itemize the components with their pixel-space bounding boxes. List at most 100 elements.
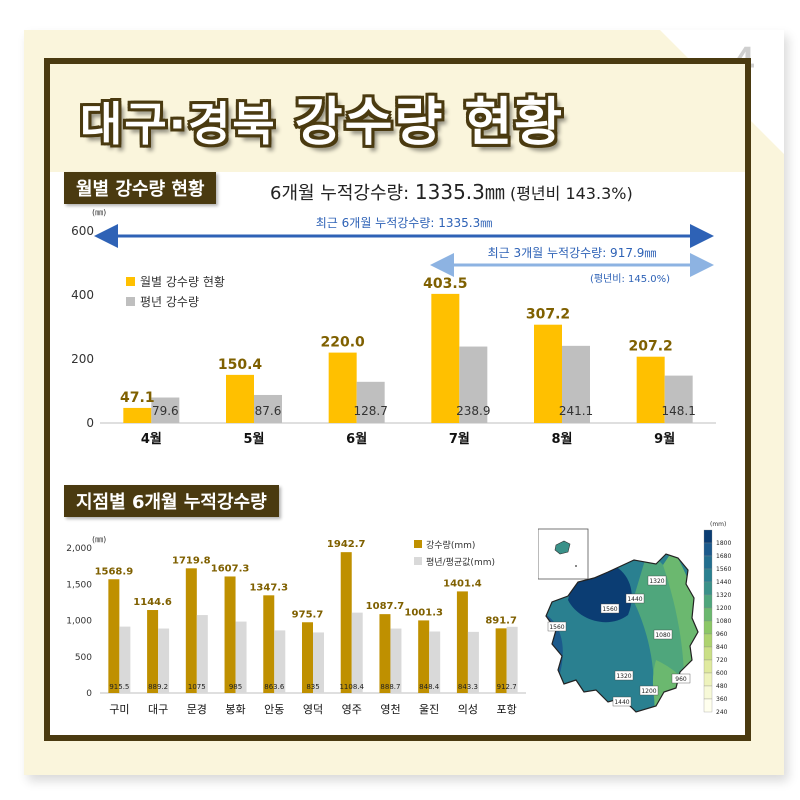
colorbar-label: 1680 (716, 553, 731, 560)
average-value-label: 1108.4 (339, 683, 364, 691)
monthly-value-label: 207.2 (629, 339, 673, 355)
legend-swatch-monthly (126, 277, 135, 286)
monthly-y-tick: 600 (71, 224, 94, 238)
legend-label-normal: 평년 강수량 (140, 295, 199, 309)
monthly-value-label: 220.0 (321, 335, 366, 351)
station-category-label: 안동 (264, 703, 284, 716)
contour-label-box (625, 593, 645, 604)
normal-bar (254, 394, 282, 423)
inset-box (538, 528, 589, 580)
average-value-label: 1075 (188, 683, 206, 691)
average-bar (196, 615, 208, 693)
station-bar (263, 595, 275, 693)
average-value-label: 915.5 (109, 683, 129, 691)
station-value-label: 1607.3 (211, 563, 250, 574)
legend-swatch-normal (126, 297, 135, 306)
monthly-category-label: 4월 (141, 431, 162, 447)
station-bar (495, 628, 507, 693)
contour-label-box (612, 696, 632, 707)
station-value-label: 1347.3 (249, 582, 288, 593)
normal-bar (562, 345, 590, 423)
station-value-label: 1087.7 (366, 601, 405, 612)
contour-label-box (614, 670, 634, 681)
monthly-bar (534, 324, 562, 423)
rainfall-map: 1320 1440 1560 1560 1080 1320 960 1200 1440 (mm)… (538, 521, 731, 716)
normal-value-label: 241.1 (559, 404, 593, 418)
contour-label: 1080 (655, 632, 670, 639)
colorbar-label: 240 (716, 709, 728, 716)
colorbar-label: 1440 (716, 579, 731, 586)
colorbar-label: 1560 (716, 566, 731, 573)
average-value-label: 889.2 (148, 683, 168, 691)
monthly-bar (328, 352, 357, 423)
monthly-category-label: 8월 (551, 431, 572, 447)
average-value-label: 912.7 (497, 683, 517, 691)
title-band (50, 64, 745, 172)
normal-bar (664, 375, 693, 423)
contour-label: 1320 (616, 673, 631, 680)
contour-label-box (639, 685, 659, 696)
station-category-label: 구미 (109, 703, 129, 716)
station-y-tick: 2,000 (66, 544, 92, 554)
contour-label-box (647, 575, 667, 586)
contour-label-box (653, 629, 673, 640)
normal-bar (151, 397, 180, 423)
three-month-ratio-label: (평년비: 145.0%) (590, 273, 670, 285)
monthly-value-label: 47.1 (120, 390, 155, 406)
colorbar-label: 600 (716, 670, 728, 677)
colorbar-swatch (703, 685, 713, 700)
station-value-label: 1401.4 (443, 578, 482, 589)
station-value-label: 1719.8 (172, 555, 211, 566)
page-title: 대구·경북 강수량 현황 (80, 80, 564, 155)
colorbar-swatch (703, 672, 713, 687)
station-category-label: 의성 (458, 703, 478, 716)
normal-value-label: 148.1 (661, 404, 695, 418)
cumulative-summary: 6개월 누적강수량: 1335.3㎜ (평년비 143.3%) (270, 176, 633, 205)
normal-value-label: 87.6 (255, 404, 282, 418)
title-part2: 강수량 현황 (294, 93, 565, 153)
monthly-category-label: 5월 (243, 431, 264, 447)
six-month-arrow-label: 최근 6개월 누적강수량: 1335.3㎜ (316, 216, 492, 230)
colorbar-swatch (703, 698, 713, 713)
monthly-y-tick: 0 (86, 416, 94, 430)
station-y-tick: 1,500 (66, 580, 92, 590)
colorbar-label: 1200 (716, 605, 731, 612)
cumulative-prefix: 6개월 누적강수량: (270, 183, 415, 204)
station-unit-label: (㎜) (92, 535, 106, 544)
station-value-label: 1568.9 (95, 566, 134, 577)
colorbar-swatch (703, 607, 713, 622)
average-bar (429, 631, 441, 693)
inset-islet (575, 565, 577, 567)
map-outline (545, 553, 699, 713)
colorbar-unit: (mm) (710, 521, 726, 528)
station-y-tick: 500 (75, 653, 92, 663)
three-month-arrow-label: 최근 3개월 누적강수량: 917.9㎜ (488, 246, 657, 260)
average-bar (274, 630, 286, 693)
colorbar-swatch (703, 581, 713, 596)
contour-label-box (600, 603, 620, 614)
colorbar-swatch (703, 659, 713, 674)
station-bar (418, 620, 430, 693)
average-bar (467, 631, 479, 693)
legend-label-average: 평년/평균값(mm) (426, 556, 495, 568)
monthly-value-label: 150.4 (218, 357, 263, 373)
station-value-label: 975.7 (292, 609, 324, 620)
station-category-label: 포항 (497, 703, 517, 716)
station-category-label: 봉화 (225, 703, 245, 716)
contour-label-box (547, 621, 567, 632)
normal-value-label: 238.9 (456, 404, 490, 418)
colorbar-swatch (703, 646, 713, 661)
average-bar (351, 612, 363, 693)
normal-value-label: 79.6 (152, 404, 179, 418)
normal-bar (356, 381, 385, 423)
average-value-label: 835 (306, 683, 319, 691)
monthly-unit-label: (㎜) (92, 208, 106, 217)
contour-label: 1320 (649, 578, 664, 585)
monthly-y-tick: 200 (71, 352, 94, 366)
legend-label-station: 강수량(mm) (426, 539, 475, 551)
station-bar (340, 552, 352, 693)
contour-label: 1560 (549, 624, 564, 631)
monthly-bar (226, 374, 254, 423)
monthly-category-label: 7월 (449, 431, 470, 447)
colorbar-swatch (703, 594, 713, 609)
